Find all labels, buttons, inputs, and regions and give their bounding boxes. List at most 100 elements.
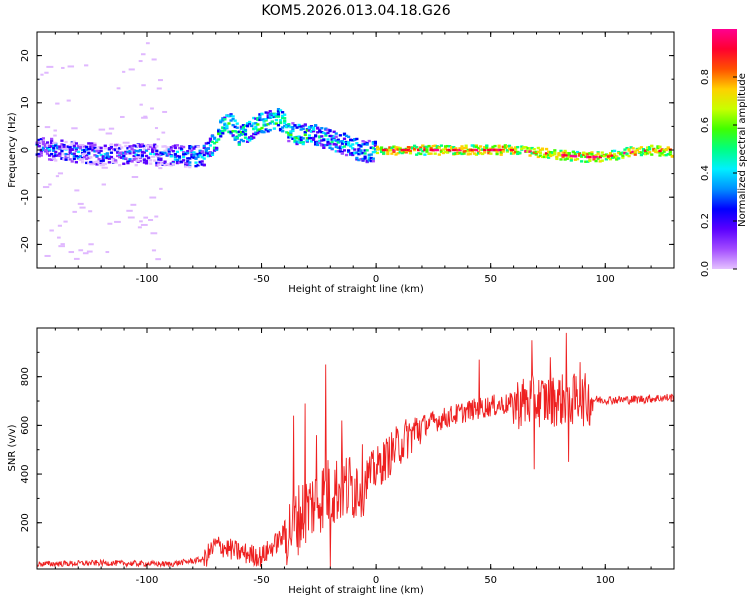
spectrogram-cell	[109, 155, 114, 159]
spectrogram-cell	[266, 116, 270, 119]
spectrogram-cell	[330, 140, 334, 144]
spectrogram-cell	[334, 132, 338, 135]
spectrogram-cell	[136, 150, 140, 153]
spectrogram-cell	[547, 156, 551, 159]
spectrogram-cell	[666, 153, 670, 156]
spectrogram-cell	[130, 203, 137, 206]
spectrogram-cell	[227, 114, 231, 118]
spectrogram-cell	[540, 147, 545, 150]
spectrogram-cell	[186, 163, 190, 166]
spectrogram-cell	[268, 122, 272, 125]
spectrogram-cell	[122, 154, 126, 158]
spectrogram-cell	[109, 143, 114, 147]
spectrogram-cell	[97, 158, 101, 161]
spectrogram-cell	[445, 148, 450, 152]
spectrogram-cell	[149, 162, 153, 165]
spectrogram-cell	[309, 136, 314, 140]
spectrogram-cell	[151, 148, 155, 151]
spectrogram-cell	[254, 127, 258, 130]
spectrogram-cell	[132, 144, 136, 147]
spectrogram-cell	[610, 156, 615, 159]
spectrogram-cell	[425, 150, 429, 153]
spectrogram-cell	[208, 151, 213, 155]
spectrogram-cell	[256, 116, 260, 120]
spectrogram-cell	[208, 137, 213, 140]
spectrogram-cell	[427, 144, 431, 148]
x-tick-label: 0	[373, 274, 379, 285]
spectrogram-cell	[116, 148, 120, 151]
spectrogram-cell	[223, 129, 227, 132]
spectrogram-cell	[285, 125, 289, 128]
spectrogram-cell	[135, 156, 141, 159]
spectrogram-cell	[53, 134, 57, 137]
spectrogram-cell	[198, 149, 202, 153]
spectrogram-cell	[179, 145, 184, 149]
spectrogram-cell	[82, 252, 89, 255]
figure-title: KOM5.2026.013.04.18.G26	[261, 3, 450, 19]
spectrogram-cell	[37, 154, 41, 158]
spectrogram-cell	[72, 155, 76, 158]
spectrogram-cell	[287, 139, 291, 143]
spectrogram-cell	[47, 148, 52, 151]
spectrogram-cell	[169, 148, 173, 152]
spectrogram-cell	[656, 146, 660, 150]
spectrogram-cell	[202, 164, 206, 167]
spectrogram-cell	[443, 150, 448, 154]
spectrogram-cell	[501, 148, 505, 152]
spectrogram-cell	[256, 118, 260, 121]
spectrogram-cell	[580, 155, 584, 158]
spectrogram-cell	[132, 151, 136, 154]
spectrogram-cell	[394, 153, 398, 156]
spectrogram-cell	[328, 142, 332, 145]
spectrogram-cell	[324, 132, 328, 135]
spectrogram-cell	[429, 147, 433, 150]
spectrogram-cell	[182, 145, 186, 149]
spectrogram-cell	[573, 155, 578, 158]
spectrogram-cell	[652, 148, 656, 151]
spectrogram-cell	[633, 150, 637, 153]
spectrogram-cell	[47, 158, 52, 161]
spectrogram-cell	[78, 143, 85, 146]
spectrogram-cell	[433, 148, 438, 152]
spectrogram-cell	[243, 124, 248, 127]
spectrogram-cell	[338, 145, 342, 148]
spectrogram-cell	[528, 147, 532, 150]
spectrogram-cell	[270, 120, 274, 123]
spectrogram-cell	[215, 139, 219, 142]
spectrogram-cell	[86, 250, 93, 253]
spectrogram-cell	[140, 154, 144, 157]
spectrogram-cell	[44, 254, 51, 257]
spectrogram-cell	[155, 258, 161, 261]
spectrogram-cell	[202, 144, 206, 148]
spectrogram-cell	[272, 114, 276, 117]
spectrogram-cell	[149, 152, 153, 156]
spectrogram-cell	[210, 151, 215, 155]
spectrogram-cell	[159, 151, 163, 154]
spectrogram-cell	[144, 144, 149, 147]
spectrogram-cell	[127, 216, 135, 219]
spectrogram-cell	[241, 132, 246, 136]
spectrogram-cell	[342, 149, 347, 152]
spectrogram-cell	[503, 144, 507, 147]
spectrogram-cell	[114, 220, 121, 223]
spectrogram-cell	[78, 249, 84, 252]
spectrogram-cell	[157, 163, 161, 166]
spectrogram-cell	[130, 145, 134, 148]
spectrogram-cell	[318, 139, 322, 143]
spectrogram-cell	[478, 145, 483, 148]
spectrogram-cell	[122, 162, 126, 165]
spectrogram-cell	[311, 129, 316, 133]
spectrogram-cell	[198, 160, 202, 164]
spectrogram-cell	[161, 162, 165, 165]
spectrogram-cell	[493, 148, 497, 152]
spectrogram-cell	[586, 160, 590, 163]
spectrogram-cell	[592, 155, 596, 159]
spectrogram-cell	[61, 66, 65, 69]
spectrogram-cell	[464, 146, 468, 150]
spectrogram-cell	[285, 131, 289, 134]
spectrogram-cell	[91, 146, 95, 149]
spectrogram-cell	[134, 163, 138, 167]
spectrogram-cell	[126, 161, 130, 165]
spectrogram-cell	[289, 131, 293, 135]
spectrogram-cell	[509, 152, 514, 155]
